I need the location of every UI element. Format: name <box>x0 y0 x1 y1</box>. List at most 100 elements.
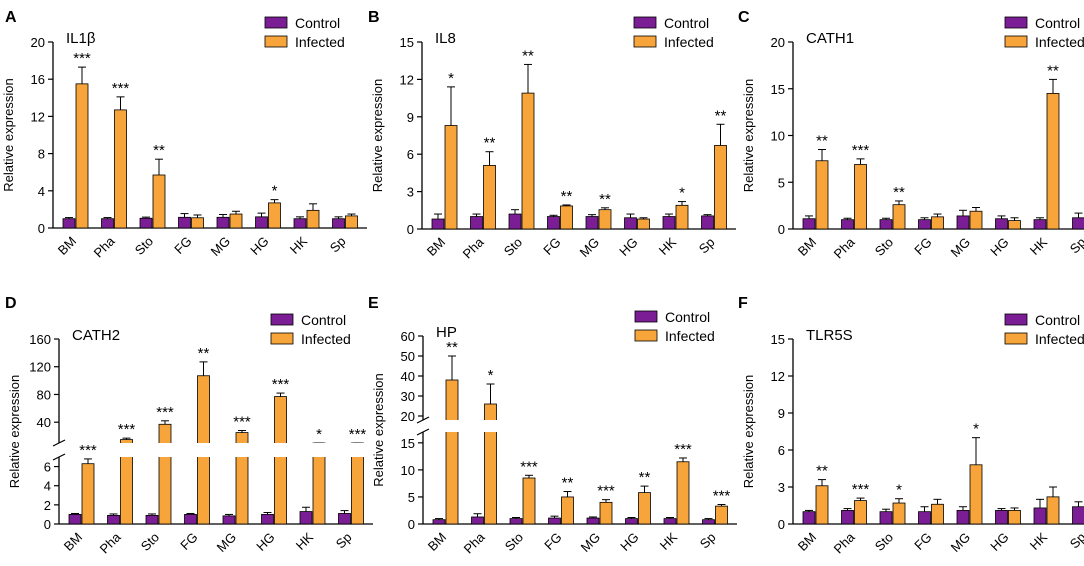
y-tick-label: 6 <box>407 147 414 162</box>
bar-control <box>585 216 599 230</box>
bar-infected <box>521 92 535 230</box>
bars: ** BM *** Pha ** Sto FG MG HG ** HK Sp <box>795 62 1084 261</box>
y-tick-label: 0 <box>408 517 415 532</box>
panel-letter: B <box>368 9 380 26</box>
bar-infected <box>598 209 612 230</box>
bar-infected <box>714 145 727 230</box>
bar-control <box>702 519 715 525</box>
x-tick-label: HG <box>987 235 1011 259</box>
bar-control <box>879 219 893 230</box>
y-tick-label: 120 <box>29 360 51 375</box>
significance-mark: ** <box>599 191 611 208</box>
significance-mark: *** <box>520 458 538 475</box>
significance-mark: ** <box>893 184 905 201</box>
bar-infected <box>561 496 574 525</box>
x-tick-label: Sp <box>327 234 349 256</box>
y-tick-label: 15 <box>771 332 785 347</box>
significance-mark: ** <box>484 135 496 152</box>
bar-infected <box>815 485 829 525</box>
x-tick-label: HG <box>616 235 640 259</box>
x-tick-label: MG <box>578 530 603 555</box>
bar-control <box>470 216 483 230</box>
y-axis-label: Relative expression <box>7 375 22 488</box>
panel-letter: A <box>5 9 17 26</box>
bar-control <box>995 510 1008 525</box>
x-tick-label: Pha <box>97 529 125 557</box>
y-tick-label: 0 <box>778 222 785 237</box>
y-tick-label: 60 <box>401 329 415 344</box>
bar-break-gap <box>481 420 500 432</box>
bar-infected <box>892 204 906 230</box>
x-tick-label: HK <box>293 529 317 553</box>
bar-control <box>62 218 76 229</box>
bar-infected <box>522 477 536 525</box>
bar-control <box>956 215 970 230</box>
legend: Control Infected <box>1004 15 1084 50</box>
bar-infected <box>1046 496 1060 525</box>
significance-mark: * <box>448 70 454 87</box>
x-tick-label: MG <box>948 235 973 260</box>
bar-infected <box>560 205 573 230</box>
y-axis-label: Relative expression <box>371 373 386 486</box>
bar-control <box>662 216 676 230</box>
bar-control <box>101 218 114 229</box>
x-tick-label: Sto <box>872 530 896 554</box>
significance-mark: *** <box>597 483 615 500</box>
y-tick-label: 12 <box>771 369 785 384</box>
x-tick-label: Sto <box>501 235 525 259</box>
bar-infected <box>114 109 127 229</box>
x-tick-label: MG <box>208 234 233 259</box>
y-tick-label: 0 <box>38 221 45 236</box>
bar-break-gap <box>117 443 136 457</box>
significance-mark: ** <box>446 339 458 356</box>
x-tick-label: FG <box>540 235 563 258</box>
axis-break-mark <box>416 416 430 424</box>
y-tick-label: 20 <box>771 35 785 50</box>
bar-infected <box>969 464 983 525</box>
bar-control <box>1033 507 1047 525</box>
y-tick-label: 3 <box>407 185 414 200</box>
significance-mark: ** <box>522 47 534 64</box>
bar-control <box>255 216 268 229</box>
legend-swatch-control <box>633 16 657 29</box>
bar-control <box>547 216 560 230</box>
bar-infected <box>854 500 867 525</box>
bar-infected <box>892 502 906 525</box>
significance-mark: ** <box>153 142 165 159</box>
x-tick-label: HG <box>247 234 271 258</box>
x-tick-label: BM <box>425 530 449 554</box>
legend: Control Infected <box>633 15 714 50</box>
y-tick-label: 3 <box>778 480 785 495</box>
bar-control <box>261 514 274 525</box>
bar-control <box>1072 217 1084 230</box>
x-tick-label: MG <box>948 530 973 555</box>
y-tick-label: 6 <box>778 443 785 458</box>
x-tick-label: MG <box>214 530 239 555</box>
legend-swatch-infected <box>1004 35 1028 48</box>
legend-label-infected: Infected <box>1035 331 1084 347</box>
significance-mark: *** <box>233 414 251 431</box>
legend: Control Infected <box>634 309 715 344</box>
panel-letter: F <box>738 295 748 312</box>
bar-control <box>1072 506 1084 525</box>
bar-break-gap <box>156 443 174 457</box>
bar-infected <box>345 215 358 229</box>
bar-control <box>1033 219 1047 230</box>
bar-control <box>293 218 307 229</box>
bar-control <box>216 216 230 229</box>
x-tick-label: FG <box>541 530 564 553</box>
x-tick-label: HK <box>1027 529 1051 553</box>
y-tick-label: 8 <box>38 147 45 162</box>
legend-label-infected: Infected <box>665 328 715 344</box>
y-tick-label: 15 <box>771 82 785 97</box>
x-tick-label: Sto <box>872 235 896 259</box>
y-tick-label: 0 <box>778 517 785 532</box>
bar-control <box>586 517 600 525</box>
bar-control <box>471 516 484 525</box>
bar-infected <box>931 216 944 230</box>
bar-control <box>995 218 1008 230</box>
chart-title: IL1β <box>66 30 96 47</box>
legend-swatch-control <box>1004 313 1028 326</box>
